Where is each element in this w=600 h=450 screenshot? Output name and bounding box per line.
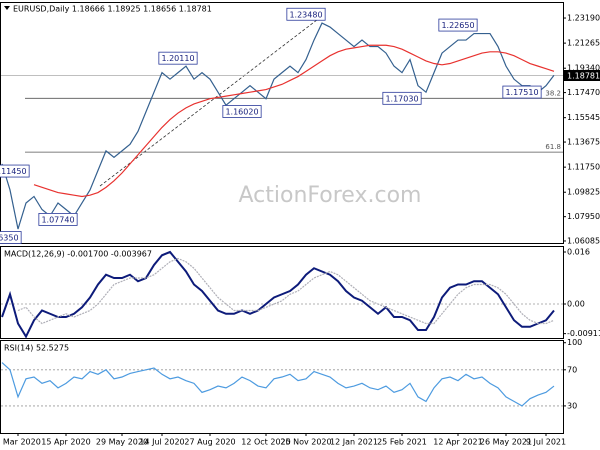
y-tick-label: 1.17470 <box>567 88 600 97</box>
panel-frame <box>0 340 564 434</box>
x-tick-label: 27 Aug 2020 <box>184 438 235 447</box>
price-label-box <box>382 91 422 105</box>
y-tick-label: 1.23190 <box>567 14 600 23</box>
x-tick-label: 26 May 2021 <box>480 438 532 447</box>
menu-triangle <box>4 6 10 10</box>
price-label: 1.20110 <box>161 54 194 63</box>
x-tick-label: 25 Nov 2020 <box>280 438 331 447</box>
x-tick-label: 25 Feb 2021 <box>377 438 427 447</box>
y-tick-label: 1.13675 <box>567 138 600 147</box>
panel-title: RSI(14) 52.5275 <box>4 344 69 353</box>
panel-title: MACD(12,26,9) -0.001700 -0.003967 <box>4 250 152 259</box>
price-label: 1.11450 <box>0 167 27 176</box>
x-tick-label: 9 Jul 2021 <box>526 438 566 447</box>
y-tick-label: 1.09825 <box>567 188 600 197</box>
y-tick-label: 30 <box>567 401 577 410</box>
x-tick-label: 15 Apr 2020 <box>41 438 90 447</box>
panel-frame <box>0 246 564 339</box>
price-label-box <box>0 231 22 244</box>
x-tick-label: 12 Oct 2020 <box>241 438 290 447</box>
last-price-label: 1.18781 <box>567 71 600 80</box>
x-tick-label: 2 Mar 2020 <box>0 438 41 447</box>
series-line <box>1 250 555 339</box>
y-tick-label: 0.016 <box>567 248 590 257</box>
y-tick-label: -0.009116 <box>567 329 600 338</box>
y-tick-label: 1.07950 <box>567 212 600 221</box>
price-label: 1.17510 <box>505 88 538 97</box>
x-tick-label: 14 Jul 2020 <box>139 438 184 447</box>
y-tick-label: 1.06085 <box>567 236 600 245</box>
x-tick-label: 12 Apr 2021 <box>433 438 482 447</box>
chart-title: EURUSD,Daily 1.18666 1.18925 1.18656 1.1… <box>13 5 212 14</box>
x-tick-label: 29 May 2020 <box>96 438 148 447</box>
series-line <box>1 22 555 230</box>
y-tick-label: 70 <box>567 365 577 374</box>
y-tick-label: 1.15545 <box>567 113 600 122</box>
price-label-box <box>38 213 78 226</box>
panel-frame <box>0 2 564 244</box>
price-label-box <box>0 164 30 178</box>
price-label-box <box>502 85 542 99</box>
price-label: 1.07740 <box>41 215 74 224</box>
y-tick-label: 1.21265 <box>567 39 600 48</box>
fib-label: 61.8 <box>545 143 561 151</box>
x-tick-label: 12 Jan 2021 <box>330 438 378 447</box>
series-line <box>33 44 555 198</box>
price-label: 1.17030 <box>385 94 418 103</box>
price-label: 1.16020 <box>225 107 258 116</box>
price-label: 1.22650 <box>441 21 474 30</box>
y-tick-label: 0.00 <box>567 300 585 309</box>
trend-line <box>99 12 327 187</box>
y-tick-label: 1.19340 <box>567 64 600 73</box>
price-label-box <box>158 51 198 65</box>
y-tick-label: 1.11750 <box>567 163 600 172</box>
y-tick-label: 100 <box>567 338 582 347</box>
last-price-box <box>564 69 600 81</box>
fib-label: 38.2 <box>545 89 561 97</box>
price-label-box <box>222 105 262 118</box>
series-line <box>17 257 555 325</box>
series-line <box>1 362 555 407</box>
price-label: 1.23480 <box>289 10 322 19</box>
price-label-box <box>286 7 326 21</box>
watermark: ActionForex.com <box>239 183 422 208</box>
price-label-box <box>438 18 478 32</box>
